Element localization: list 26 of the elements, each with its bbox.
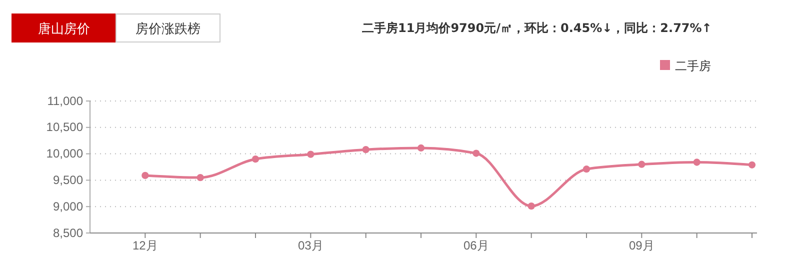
point — [196, 174, 204, 182]
legend-label: 二手房 — [675, 59, 711, 73]
point — [142, 172, 149, 180]
point — [582, 166, 590, 173]
x-tick-label: 03月 — [298, 238, 324, 253]
point — [472, 150, 480, 157]
point — [307, 150, 314, 158]
y-tick-label: 8,500 — [52, 226, 84, 240]
y-tick-label: 9,500 — [52, 173, 84, 188]
text: 唐山房价 — [38, 21, 90, 37]
text: 房价涨跌榜 — [136, 21, 200, 37]
y-tick-label: 10,500 — [46, 120, 84, 134]
point — [748, 161, 756, 168]
point — [638, 160, 646, 168]
y-tick-label: 9,000 — [52, 199, 84, 214]
x-tick-label: 06月 — [463, 238, 489, 253]
point — [362, 146, 370, 154]
point — [252, 156, 260, 163]
y-tick-label: 11,000 — [47, 94, 84, 108]
point — [693, 158, 700, 166]
y-tick-label: 10,000 — [46, 146, 84, 161]
point — [417, 144, 425, 152]
x-tick-label: 12月 — [132, 238, 158, 253]
point — [528, 202, 535, 210]
chart-title: 二手房11月均价9790元/㎡，环比：0.45%↓，同比：2.77%↑ — [362, 21, 712, 35]
x-tick-label: 09月 — [628, 238, 654, 253]
